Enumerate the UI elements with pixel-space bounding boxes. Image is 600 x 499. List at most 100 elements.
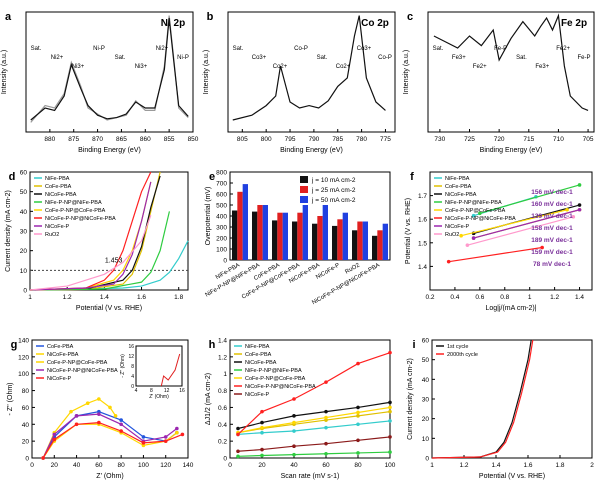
bar: [257, 205, 263, 260]
annotation: Ni3+: [72, 64, 85, 70]
panel-a: a 880 875 870 865 860 855 850 Binding Energy (eV…: [1, 11, 199, 154]
x-tick-label: 730: [434, 136, 445, 143]
y-axis-label: - Z'' (Ohm): [7, 382, 14, 415]
data-point: [260, 430, 264, 435]
x-tick-label: 855: [164, 136, 175, 143]
x-tick-label: 100: [138, 462, 149, 469]
data-point: [292, 420, 296, 425]
data-point: [388, 435, 392, 439]
series-line: [42, 411, 178, 459]
y-tick-label: 100: [18, 371, 29, 378]
data-point: [74, 422, 79, 427]
legend-label: CoFe-P-NP@CoFe-PBA: [47, 360, 108, 366]
data-point: [260, 447, 264, 452]
panel-label: b: [207, 11, 214, 23]
annotation: Fe3+: [535, 64, 549, 70]
y-tick-label: 80: [22, 388, 30, 395]
data-point: [565, 207, 569, 212]
x-tick-label: 785: [332, 136, 343, 143]
y-tick-label: 200: [216, 236, 227, 243]
x-axis-label: Log|j/(mA cm-2)|: [485, 305, 536, 312]
y-tick-label: 300: [216, 225, 227, 232]
series-line: [29, 240, 189, 291]
data-point: [324, 418, 328, 422]
x-tick-label: 720: [494, 136, 505, 143]
y-axis-label: Potential (V vs. RHE): [405, 198, 412, 264]
legend-label: RuO2: [445, 232, 459, 238]
data-point: [577, 207, 582, 212]
legend-label: NiFe-PBA: [445, 176, 470, 182]
data-point: [292, 452, 296, 457]
plot-frame: [25, 11, 194, 133]
y-tick-label: 1.4: [218, 338, 227, 345]
data-point: [292, 444, 296, 449]
series-line: [461, 209, 568, 237]
series-line: [232, 15, 386, 121]
annotation: 158 mV dec-1: [531, 225, 573, 232]
legend-label: NiFe-P-NP@NiFe-PBA: [245, 368, 302, 374]
annotation: Co-P: [378, 55, 392, 61]
y-tick-label: 600: [216, 192, 227, 199]
series-line: [448, 246, 543, 263]
annotation: Sat.: [233, 46, 244, 52]
annotation: Fe3+: [452, 55, 466, 61]
legend-label: NiCoFe-P: [445, 224, 469, 230]
legend-swatch: [300, 196, 308, 203]
x-tick-label: 1.2: [63, 294, 72, 301]
bar: [312, 223, 318, 260]
legend-label: CoFe-P-NP@CoFe-PBA: [45, 208, 106, 214]
legend-label: j = 50 mA cm-2: [311, 197, 356, 204]
data-point: [388, 450, 392, 454]
data-point: [141, 435, 146, 439]
plot-frame: [427, 11, 595, 133]
data-point: [74, 414, 79, 418]
y-axis-label: Current density (mA cm-2): [5, 190, 12, 272]
series-line: [29, 211, 170, 291]
series-line: [467, 216, 574, 246]
data-point: [471, 213, 476, 218]
data-point: [163, 439, 168, 443]
inset-y-axis-label: - Z'' (Ohm): [120, 354, 126, 378]
series-line: [237, 420, 391, 435]
annotation: Sat.: [115, 55, 126, 61]
x-tick-label: 100: [385, 462, 396, 469]
legend-label: NiCoFe-PBA: [245, 360, 277, 366]
bar: [252, 211, 258, 260]
annotation: 159 mV dec-1: [531, 249, 573, 256]
x-tick-label: 40: [290, 462, 298, 469]
bar: [372, 235, 378, 260]
x-tick-label: 1.6: [523, 462, 532, 469]
bar: [362, 221, 368, 260]
x-tick-label: 870: [92, 136, 103, 143]
y-tick-label: 0: [25, 456, 29, 463]
data-point: [356, 361, 360, 366]
y-tick-label: 60: [22, 405, 30, 412]
data-point: [175, 430, 179, 435]
legend-label: CoFe-PBA: [245, 352, 272, 358]
y-tick-label: 0.8: [218, 388, 227, 395]
y-tick-label: 20: [20, 248, 28, 255]
inset-y-tick-label: 12: [128, 354, 134, 360]
data-point: [356, 451, 360, 455]
legend-label: RuO2: [45, 232, 59, 238]
annotation: Fe2+: [473, 64, 487, 70]
x-tick-label: 80: [354, 462, 362, 469]
annotation: Ni-P: [177, 55, 189, 61]
data-point: [141, 441, 146, 445]
data-point: [97, 412, 101, 416]
series-line: [237, 411, 391, 434]
y-tick-label: 1.5: [418, 240, 427, 247]
series-line: [42, 413, 178, 459]
x-tick-label: 805: [237, 136, 248, 143]
x-tick-label: 1.2: [459, 462, 468, 469]
legend-label: NiFe-P-NP@NiFe-PBA: [445, 200, 502, 206]
y-tick-label: 500: [216, 203, 227, 210]
bar: [232, 210, 238, 260]
bar: [322, 205, 328, 260]
data-point: [260, 409, 264, 414]
data-point: [388, 400, 392, 405]
series-line: [237, 401, 391, 430]
inset-frame: [135, 345, 183, 387]
